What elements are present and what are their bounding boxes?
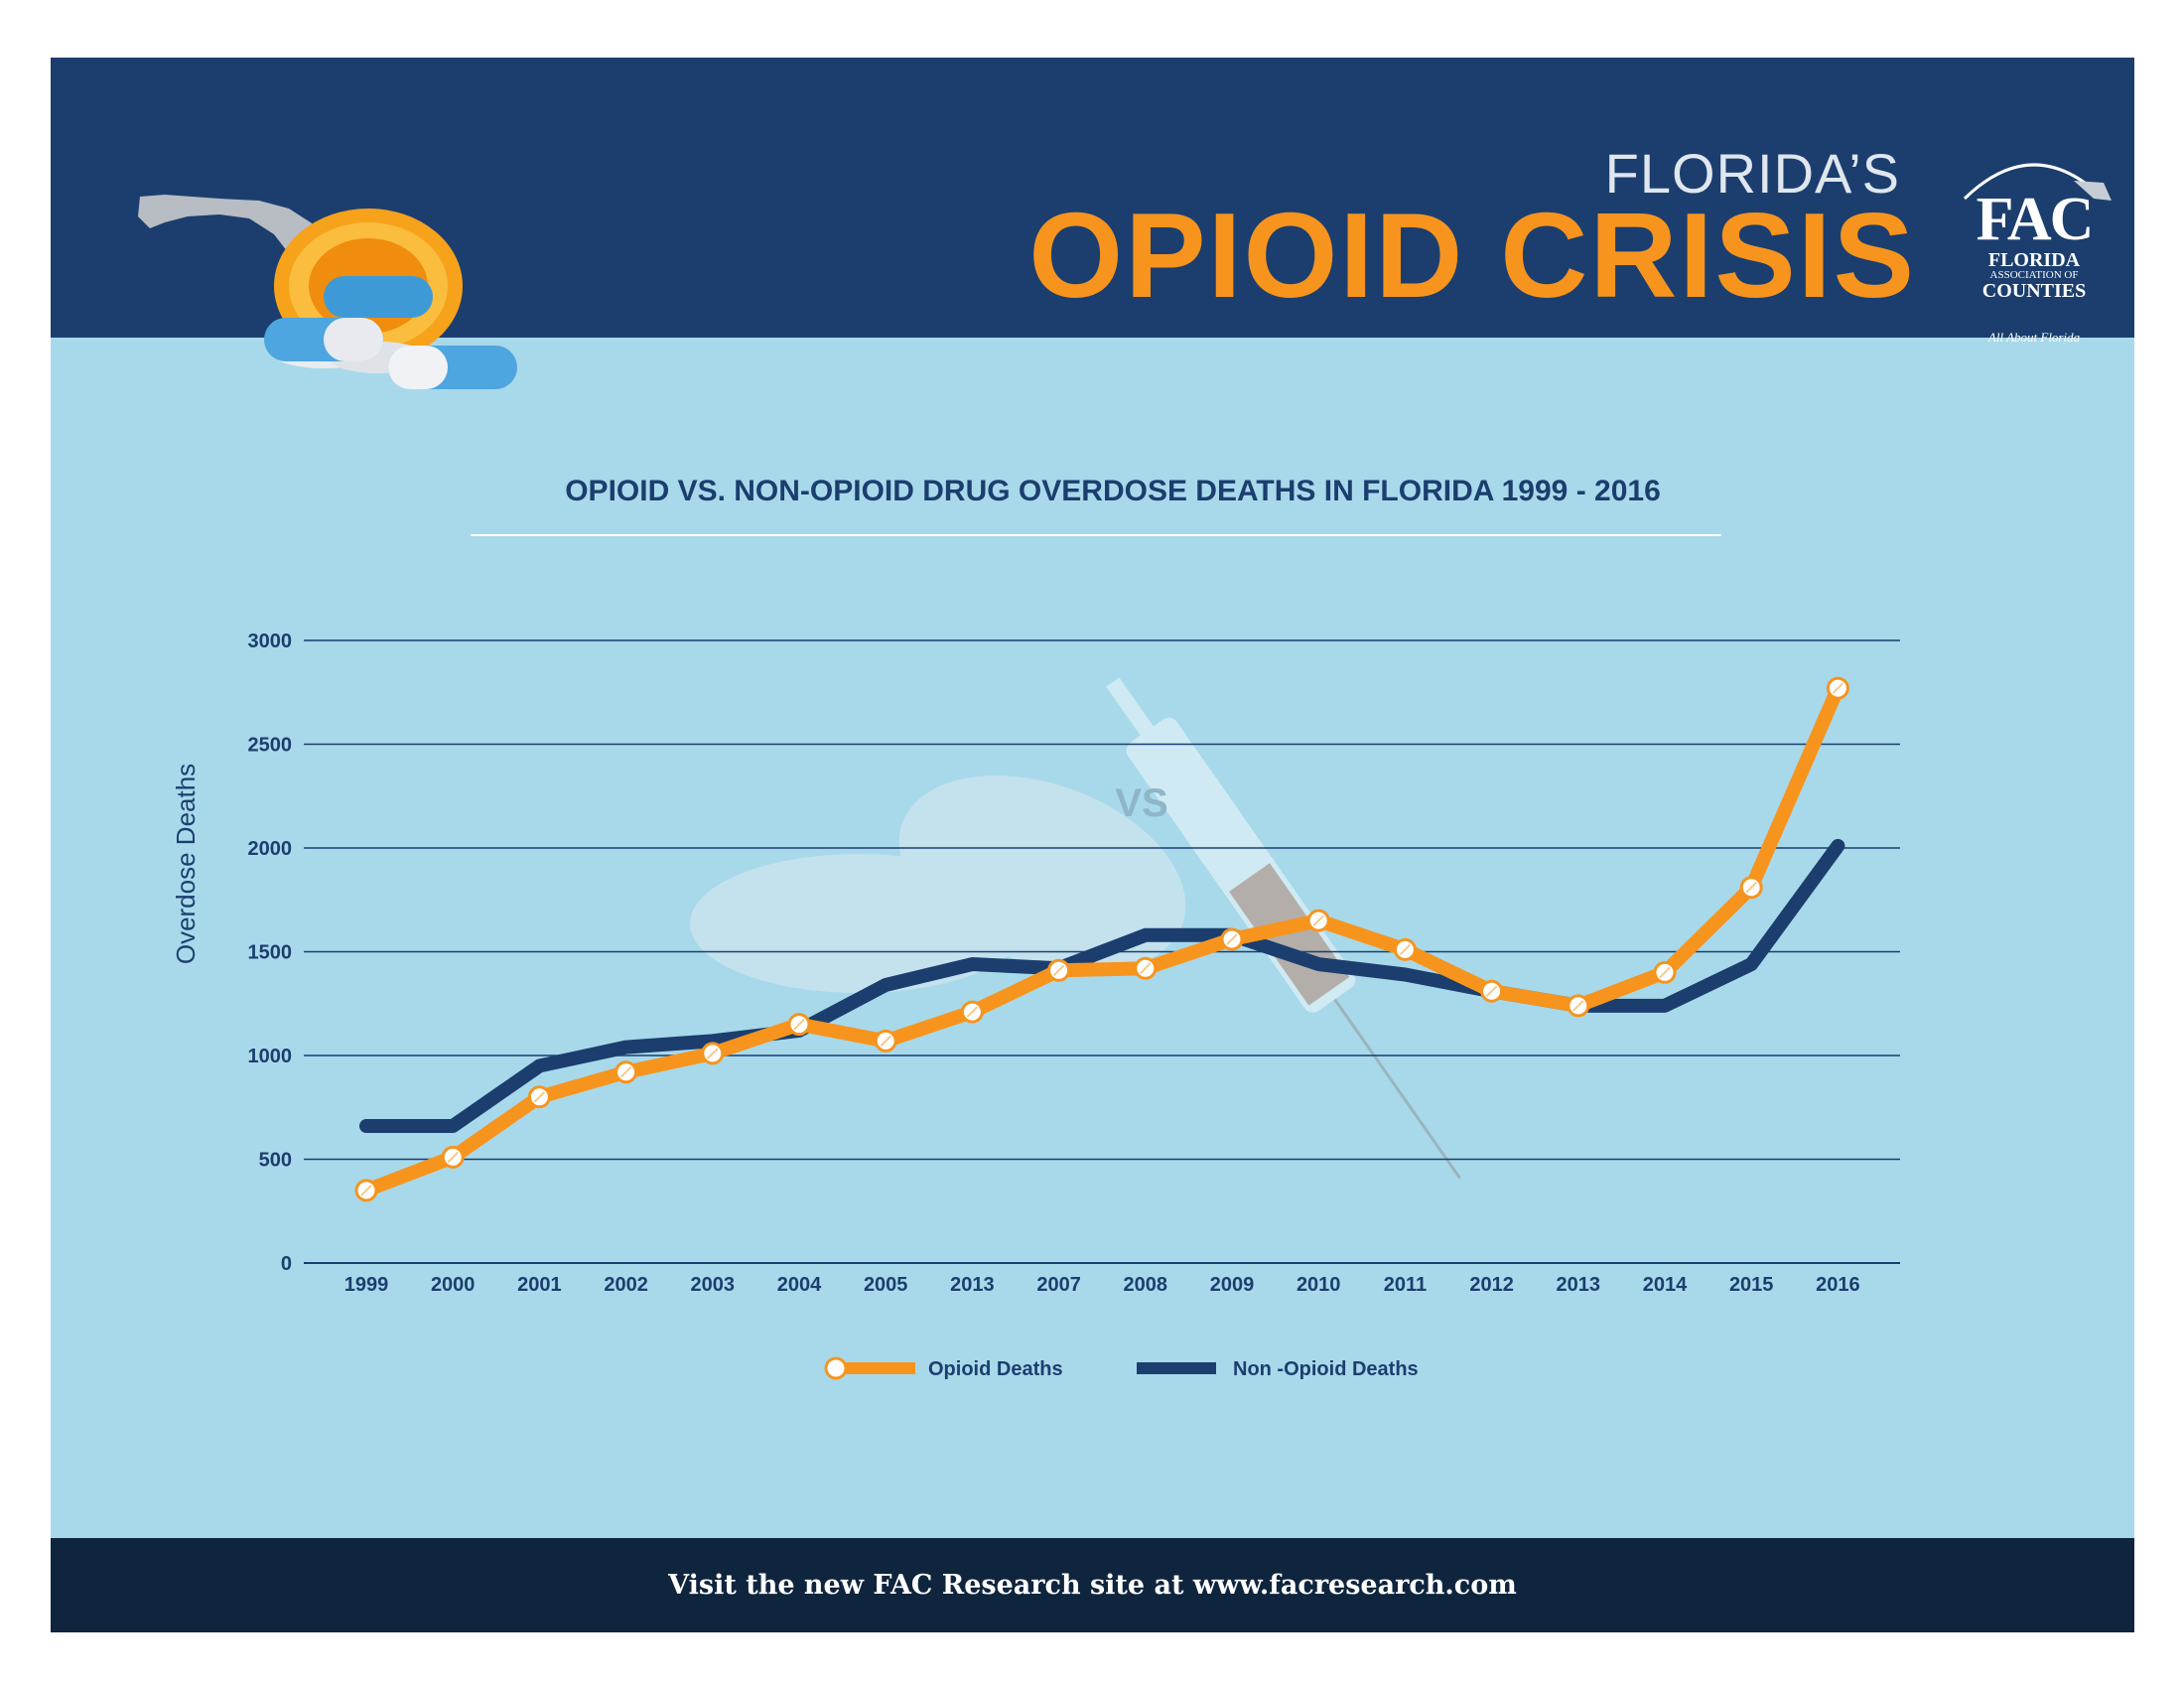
y-axis-label: Overdose Deaths <box>171 764 201 964</box>
data-point-mark <box>1659 966 1671 979</box>
x-axis-ticks: 1999 2000 2001 2002 2003 2004 2005 2013 2007 2008… <box>344 1274 1860 1296</box>
data-point-mark <box>619 1066 632 1078</box>
data-point-mark <box>1052 964 1065 977</box>
data-point-mark <box>360 1185 372 1196</box>
x-tick-label: 2014 <box>1643 1274 1688 1296</box>
series-line <box>359 681 1845 1197</box>
fac-logo-line1: FLORIDA <box>1987 249 2081 271</box>
data-point-mark <box>447 1151 459 1164</box>
x-tick-label: 1999 <box>344 1274 389 1296</box>
y-tick-label: 1000 <box>248 1046 293 1067</box>
header-title: OPIOID CRISIS <box>1028 188 1916 323</box>
fac-logo-name: FLORIDA ASSOCIATION OF COUNTIES <box>1945 250 2123 301</box>
fac-logo-letters: FAC <box>1976 186 2095 253</box>
data-point-mark <box>1572 1000 1584 1012</box>
x-tick-label: 2007 <box>1036 1274 1081 1296</box>
footer-text: Visit the new FAC Research site at www.f… <box>51 1538 2134 1632</box>
chart-title-rule <box>471 534 1721 536</box>
x-tick-label: 2005 <box>864 1274 908 1296</box>
data-point-mark <box>533 1091 546 1103</box>
x-tick-label: 2015 <box>1729 1274 1774 1296</box>
fac-logo-tagline: All About Florida <box>1987 330 2081 345</box>
y-tick-label: 2000 <box>248 838 293 860</box>
y-tick-label: 0 <box>281 1253 292 1275</box>
data-point-mark <box>707 1048 719 1059</box>
x-tick-label: 2013 <box>950 1274 995 1296</box>
x-tick-label: 2012 <box>1469 1274 1514 1296</box>
x-tick-label: 2011 <box>1384 1274 1427 1296</box>
y-tick-label: 2500 <box>248 735 293 757</box>
fac-logo-line2: ASSOCIATION OF <box>1989 269 2079 281</box>
y-tick-label: 500 <box>259 1150 292 1172</box>
chart-grid <box>304 639 1900 1264</box>
infographic-card: FLORIDA’S OPIOID CRISIS FAC FLORIDA ASSO… <box>51 58 2134 1632</box>
header-banner: FLORIDA’S OPIOID CRISIS FAC FLORIDA ASSO… <box>51 58 2134 389</box>
data-point-mark <box>1312 914 1324 926</box>
data-point-mark <box>1140 962 1152 974</box>
fac-logo: FAC FLORIDA ASSOCIATION OF COUNTIES All … <box>1945 141 2123 369</box>
data-point-mark <box>1226 933 1238 945</box>
data-point-mark <box>1485 985 1498 997</box>
footer-banner: Visit the new FAC Research site at www.f… <box>51 1538 2134 1632</box>
chart-legend: Opioid Deaths Non -Opioid Deaths <box>824 1356 1419 1380</box>
x-tick-label: 2009 <box>1210 1274 1255 1296</box>
data-point-mark <box>1832 682 1844 694</box>
fac-logo-arc-icon <box>1963 163 2112 201</box>
legend-label: Opioid Deaths <box>928 1358 1063 1380</box>
chart-background-illustration <box>690 677 1461 1180</box>
background-tablet-icon <box>898 775 1186 972</box>
y-tick-label: 3000 <box>248 631 293 652</box>
x-tick-label: 2004 <box>777 1274 822 1296</box>
legend-marker <box>824 1356 848 1380</box>
x-tick-label: 2008 <box>1124 1274 1168 1296</box>
fac-logo-line3: COUNTIES <box>1981 280 2087 302</box>
x-tick-label: 2010 <box>1297 1274 1341 1296</box>
data-point-mark <box>793 1018 805 1031</box>
florida-map-icon <box>138 195 339 306</box>
pill-bottle-illustration <box>138 195 517 389</box>
x-tick-label: 2001 <box>517 1274 562 1296</box>
background-tablet-icon <box>690 854 1027 993</box>
vs-decor-label: VS <box>1115 781 1167 825</box>
x-tick-label: 2013 <box>1557 1274 1601 1296</box>
y-axis-ticks: 0 500 1000 1500 2000 2500 3000 <box>248 631 293 1275</box>
legend-label: Non -Opioid Deaths <box>1233 1358 1419 1380</box>
x-tick-label: 2003 <box>691 1274 736 1296</box>
x-tick-label: 2002 <box>604 1274 648 1296</box>
data-point-mark <box>966 1006 979 1018</box>
data-point-mark <box>1399 943 1412 956</box>
footer-url-link[interactable]: www.facresearch.com <box>1192 1570 1517 1601</box>
chart-series <box>354 676 1849 1202</box>
x-tick-label: 2000 <box>431 1274 476 1296</box>
footer-prefix: Visit the new FAC Research site at <box>668 1570 1193 1601</box>
x-tick-label: 2016 <box>1816 1274 1860 1296</box>
chart-title: OPIOID VS. NON-OPIOID DRUG OVERDOSE DEAT… <box>565 475 1661 507</box>
data-point-mark <box>880 1035 891 1048</box>
data-point-mark <box>1745 882 1757 894</box>
header-subtitle: FLORIDA’S <box>1604 142 1900 205</box>
capsules-icon <box>264 276 517 389</box>
y-tick-label: 1500 <box>248 942 293 964</box>
